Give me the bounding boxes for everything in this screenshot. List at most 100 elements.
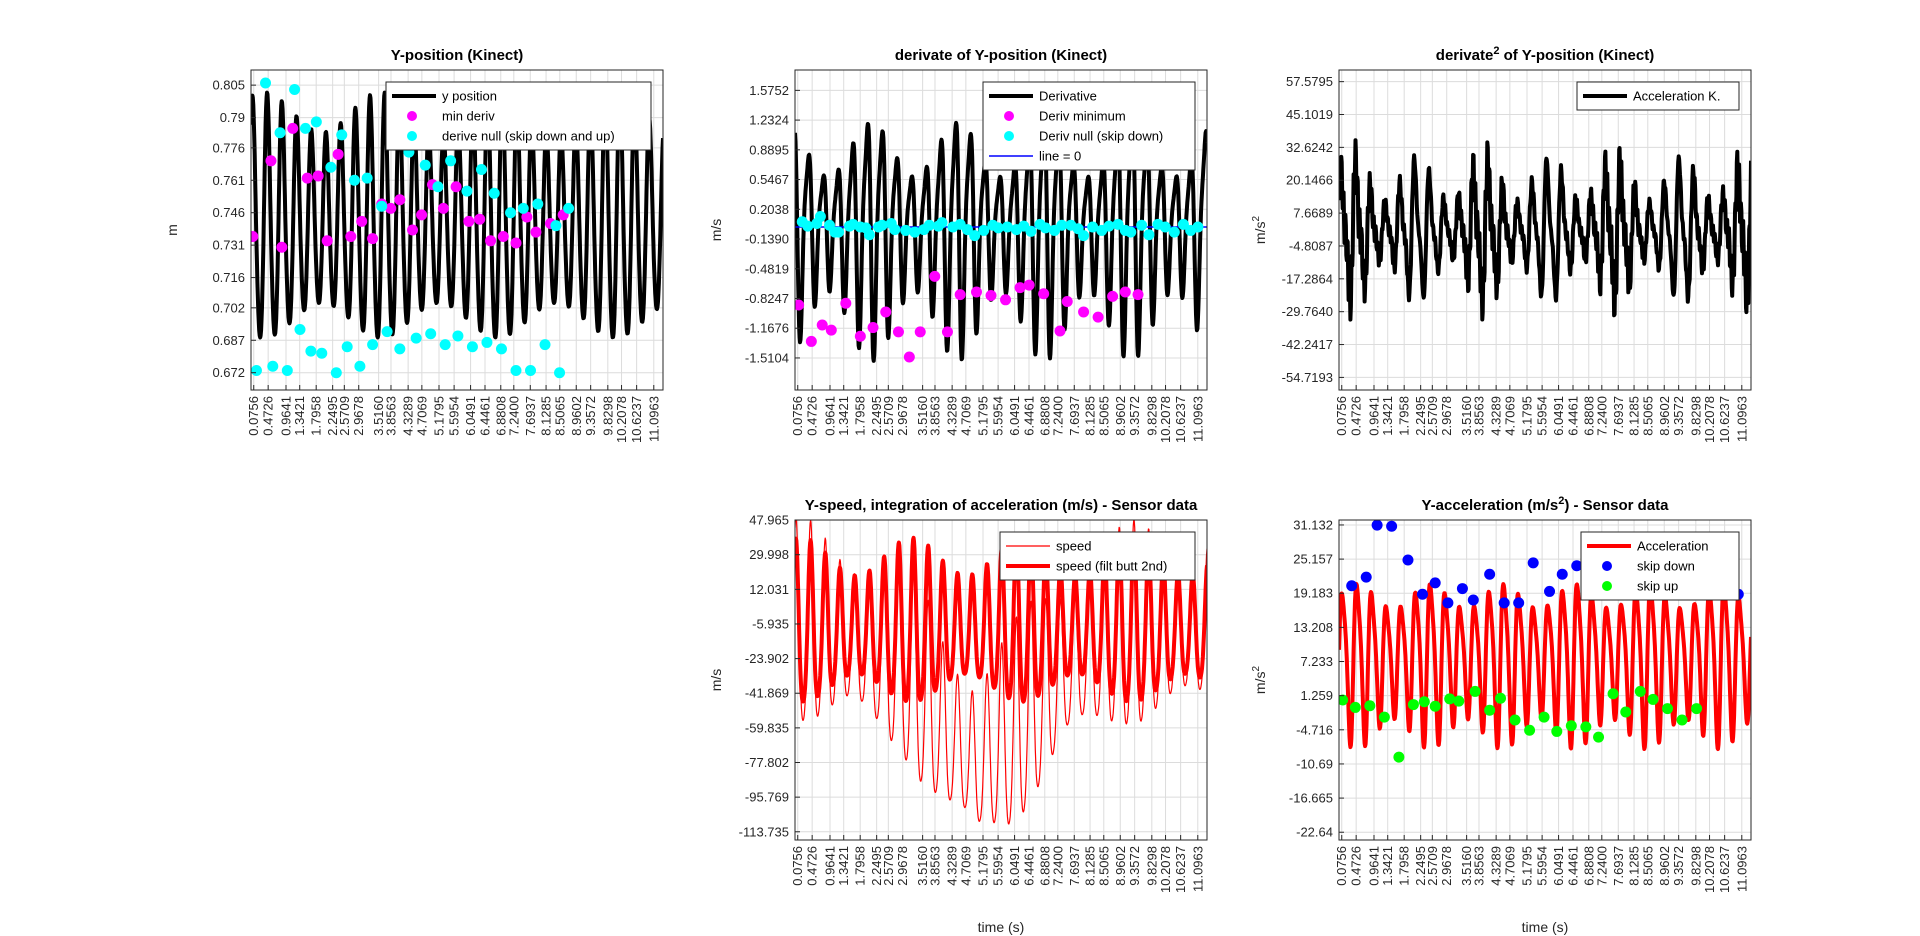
marker-point: [1498, 597, 1510, 609]
marker-point: [1551, 725, 1563, 737]
x-tick-label: 8.5065: [1640, 846, 1655, 886]
x-tick-label: 2.5709: [1425, 846, 1440, 886]
y-tick-label: 0.716: [212, 270, 245, 285]
legend-label: Deriv minimum: [1039, 109, 1126, 124]
chart-title: derivate2 of Y-position (Kinect): [1436, 45, 1654, 64]
x-tick-label: 10.6237: [1717, 846, 1732, 893]
marker-point: [929, 270, 941, 282]
legend-swatch: [1602, 561, 1612, 571]
y-tick-label: 0.8895: [749, 142, 789, 157]
marker-point: [854, 330, 866, 342]
x-tick-label: 2.9678: [895, 396, 910, 436]
marker-point: [276, 241, 288, 253]
x-tick-label: 2.9678: [1439, 396, 1454, 436]
marker-point: [497, 230, 509, 242]
series-layer: [795, 120, 1207, 363]
x-tick-label: 8.1285: [1083, 396, 1098, 436]
y-tick-label: 1.259: [1300, 688, 1333, 703]
x-tick-label: 2.5709: [337, 396, 352, 436]
legend: speed speed (filt butt 2nd): [999, 531, 1196, 581]
x-tick-label: 10.6237: [1173, 846, 1188, 893]
y-tick-label: -4.8087: [1289, 238, 1333, 253]
axes-box: [794, 519, 1208, 841]
x-tick-label: 3.5160: [915, 396, 930, 436]
marker-point: [367, 339, 379, 351]
x-tick-label: 2.9678: [1439, 846, 1454, 886]
marker-point: [287, 122, 299, 134]
x-tick-label: 11.0963: [646, 396, 661, 442]
x-tick-label: 6.0491: [1551, 846, 1566, 886]
y-tick-label: -42.2417: [1282, 337, 1333, 352]
x-tick-label: 3.8563: [927, 396, 942, 436]
y-tick-label: 0.687: [212, 333, 245, 348]
marker-point: [345, 230, 357, 242]
marker-point: [305, 345, 317, 357]
y-tick-label: 0.761: [212, 173, 245, 188]
x-tick-label: 10.2078: [1702, 846, 1717, 893]
x-tick-label: 9.3572: [1127, 396, 1142, 436]
legend: y position min deriv derive null (skip dow…: [385, 81, 652, 151]
x-tick-label: 1.7958: [1397, 396, 1412, 436]
marker-point: [1192, 221, 1204, 233]
series-line: [1339, 138, 1751, 322]
marker-point: [330, 367, 342, 379]
x-tick-label: 8.9602: [569, 396, 584, 436]
marker-point: [265, 155, 277, 167]
marker-point: [267, 360, 279, 372]
marker-point: [1429, 577, 1441, 589]
marker-point: [1103, 220, 1115, 232]
marker-point: [521, 211, 533, 223]
x-tick-label: 9.8298: [1688, 396, 1703, 436]
y-tick-label: -1.1676: [745, 321, 789, 336]
y-tick-label: 32.6242: [1286, 140, 1333, 155]
x-tick-label: 10.6237: [629, 396, 644, 443]
x-axis-label: time (s): [978, 919, 1025, 935]
y-tick-label: 0.746: [212, 205, 245, 220]
marker-point: [880, 306, 892, 318]
marker-point: [1402, 554, 1414, 566]
marker-point: [1025, 225, 1037, 237]
x-tick-label: 0.0756: [1334, 396, 1349, 436]
marker-point: [294, 323, 306, 335]
x-tick-label: 9.8298: [600, 396, 615, 436]
x-tick-label: 5.5954: [1535, 846, 1550, 886]
y-tick-label: -17.2864: [1282, 271, 1333, 286]
x-tick-label: 6.0491: [463, 396, 478, 436]
marker-point: [863, 229, 875, 241]
marker-point: [961, 224, 973, 236]
marker-point: [1565, 720, 1577, 732]
y-axis-label: m: [164, 224, 180, 236]
marker-point: [367, 233, 379, 245]
marker-point: [1386, 520, 1398, 532]
legend-label: min deriv: [442, 109, 495, 124]
x-tick-label: 2.2495: [325, 396, 340, 436]
marker-point: [432, 181, 444, 193]
y-tick-label: -0.8247: [745, 291, 789, 306]
marker-point: [1349, 701, 1361, 713]
x-tick-label: 6.0491: [1007, 396, 1022, 436]
y-tick-label: -54.7193: [1282, 370, 1333, 385]
x-tick-label: 7.2400: [1594, 846, 1609, 886]
x-tick-label: 6.0491: [1551, 396, 1566, 436]
marker-point: [1000, 294, 1012, 306]
x-tick-label: 9.3572: [1671, 396, 1686, 436]
y-tick-label: 0.2038: [749, 202, 789, 217]
x-tick-label: 8.1285: [1627, 846, 1642, 886]
x-tick-label: 0.0756: [246, 396, 261, 436]
x-tick-label: 4.7069: [958, 396, 973, 436]
marker-point: [539, 339, 551, 351]
x-tick-label: 7.6937: [1611, 396, 1626, 436]
y-axis-label: m/s: [708, 669, 724, 692]
marker-point: [316, 347, 328, 359]
legend-label: Acceleration K.: [1633, 89, 1720, 104]
x-tick-label: 2.9678: [895, 846, 910, 886]
x-tick-label: 3.5160: [1459, 846, 1474, 886]
marker-point: [1143, 229, 1155, 241]
axes-box: [250, 69, 664, 391]
y-tick-label: -23.902: [745, 651, 789, 666]
marker-point: [336, 129, 348, 141]
marker-point: [452, 330, 464, 342]
